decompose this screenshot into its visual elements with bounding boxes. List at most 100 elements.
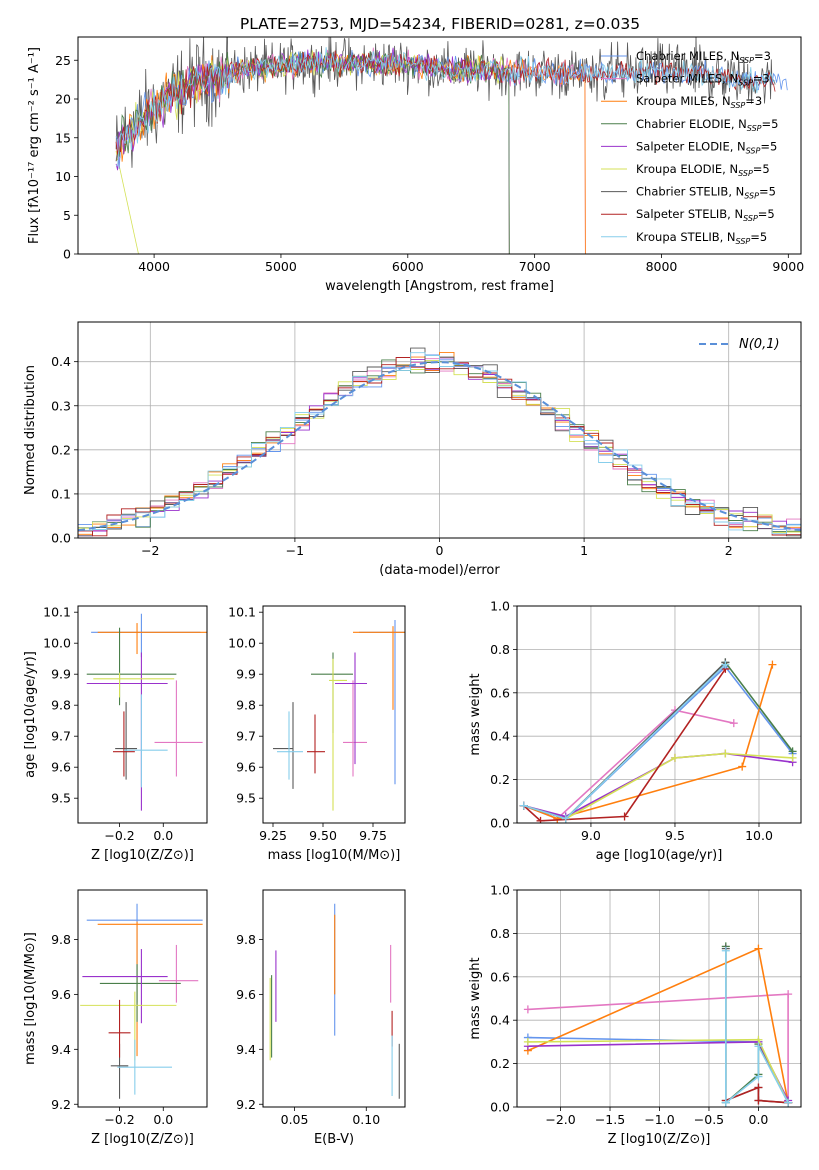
x-tick-label: 1 — [580, 543, 588, 558]
y-tick-label: 9.8 — [51, 698, 71, 713]
x-tick-label: 9.75 — [359, 828, 387, 843]
x-axis-label: E(B-V) — [314, 1132, 354, 1147]
legend-label-tail: =5 — [759, 185, 776, 199]
panel-age_vs_Z: −0.2 0.0 9.5 9.6 9.7 9.8 9.9 10.0 10.1 Z [log10(Z… — [23, 605, 208, 863]
legend-subscript: SSP — [743, 214, 758, 223]
y-tick-label: 0.0 — [51, 531, 71, 546]
plot-area-age_vs_Z — [86, 613, 207, 811]
legend-label-tail: =3 — [753, 72, 770, 86]
axes-frame — [516, 605, 802, 824]
legend-subscript: SSP — [746, 146, 761, 155]
legend-label-text: Kroupa STELIB, N — [636, 230, 736, 244]
y-tick-label: 9.6 — [51, 987, 71, 1002]
legend-label: Chabrier STELIB, NSSP=5 — [636, 185, 776, 201]
panel-weight_vs_Z: −2.0 −1.5 −1.0 −0.5 0.0 0.0 0.2 0.4 0.6 0.8 1.0 Z [… — [468, 883, 802, 1147]
y-tick-label: 0.2 — [490, 1056, 510, 1071]
legend-subscript: SSP — [731, 101, 746, 110]
weight-marker-5 — [721, 749, 730, 758]
plot-area-spectrum — [115, 37, 788, 254]
x-tick-label: −0.2 — [104, 1112, 134, 1127]
legend-label: Kroupa MILES, NSSP=3 — [636, 94, 762, 110]
weight-marker-2 — [768, 660, 777, 669]
legend-label: Chabrier MILES, NSSP=3 — [636, 49, 771, 65]
y-tick-label: 0.4 — [490, 1013, 510, 1028]
y-axis-label: age [log10(age/yr)] — [23, 651, 38, 778]
weight-marker-8 — [721, 1098, 730, 1107]
legend-label-text: Chabrier MILES, N — [636, 49, 739, 63]
legend-label-text: Kroupa ELODIE, N — [636, 162, 738, 176]
y-tick-label: 0.3 — [51, 398, 71, 413]
axes-frame — [77, 321, 802, 539]
y-axis-label: mass weight — [468, 957, 483, 1039]
spectrum-line-8 — [115, 47, 776, 167]
y-tick-label: 10.0 — [228, 636, 256, 651]
y-tick-label: 0.6 — [490, 685, 510, 700]
y-tick-label: 0.2 — [51, 442, 71, 457]
weight-marker-7 — [620, 812, 629, 821]
weight-marker-8 — [754, 1042, 763, 1051]
legend-subscript: SSP — [736, 237, 751, 246]
weight-marker-7 — [754, 1096, 763, 1105]
x-axis-label: age [log10(age/yr)] — [596, 848, 723, 863]
x-tick-label: 0.0 — [153, 828, 173, 843]
y-tick-label: 9.6 — [236, 760, 256, 775]
legend-label-text: Salpeter ELODIE, N — [636, 139, 746, 153]
y-tick-label: 9.4 — [51, 1042, 71, 1057]
y-tick-label: 0.8 — [490, 642, 510, 657]
y-tick-label: 0.8 — [490, 926, 510, 941]
legend-label-text: Salpeter MILES, N — [636, 72, 738, 86]
weight-line-2 — [523, 664, 774, 820]
weight-marker-5 — [523, 1037, 532, 1046]
y-tick-label: 9.8 — [236, 698, 256, 713]
legend-label-tail: =3 — [745, 94, 762, 108]
weight-marker-7 — [536, 816, 545, 823]
weight-marker-8 — [784, 1098, 793, 1107]
plot-area-mass_vs_Z — [80, 903, 203, 1099]
spectrum-line-5 — [115, 50, 510, 254]
legend-label-tail: =5 — [758, 207, 775, 221]
panel-weight_vs_age: 9.0 9.5 10.0 0.0 0.2 0.4 0.6 0.8 1.0 age [log10(a… — [468, 599, 802, 863]
x-tick-label: 7000 — [519, 259, 551, 274]
y-tick-label: 9.6 — [236, 987, 256, 1002]
y-tick-label: 9.2 — [51, 1097, 71, 1112]
weight-marker-5 — [788, 753, 797, 762]
axes-frame — [77, 889, 208, 1108]
y-tick-label: 10.0 — [43, 636, 71, 651]
y-tick-label: 0.0 — [490, 1100, 510, 1115]
legend-label-tail: =3 — [754, 49, 771, 63]
legend-subscript: SSP — [738, 169, 753, 178]
x-tick-label: −1.5 — [595, 1112, 625, 1127]
x-tick-label: 0.0 — [749, 1112, 769, 1127]
weight-marker-1 — [523, 1005, 532, 1014]
y-tick-label: 9.7 — [236, 729, 256, 744]
y-tick-label: 20 — [55, 92, 71, 107]
panel-residuals: −2 −1 0 1 2 0.0 0.1 0.2 0.3 0.4 (data-model)/error… — [23, 321, 802, 578]
x-tick-label: 9000 — [772, 259, 804, 274]
y-tick-label: 0 — [63, 247, 71, 262]
weight-marker-8 — [754, 1072, 763, 1081]
legend-subscript: SSP — [739, 56, 754, 65]
y-tick-label: 0.1 — [51, 486, 71, 501]
legend-subscript: SSP — [747, 124, 762, 133]
x-tick-label: 6000 — [392, 259, 424, 274]
legend-label: Salpeter ELODIE, NSSP=5 — [636, 139, 777, 155]
plot-area-age_vs_mass — [273, 619, 405, 811]
y-tick-label: 9.5 — [51, 791, 71, 806]
y-axis-label: Flux [fλ10⁻¹⁷ erg cm⁻² s⁻¹ A⁻¹] — [27, 47, 42, 244]
y-tick-label: 9.5 — [236, 791, 256, 806]
y-tick-label: 15 — [55, 130, 71, 145]
legend-label-tail: =5 — [762, 117, 779, 131]
legend-label: Salpeter STELIB, NSSP=5 — [636, 207, 775, 223]
x-tick-label: 0 — [436, 543, 444, 558]
x-axis-label: wavelength [Angstrom, rest frame] — [325, 279, 554, 294]
y-tick-label: 9.6 — [51, 760, 71, 775]
legend-label: Kroupa ELODIE, NSSP=5 — [636, 162, 770, 178]
x-tick-label: 0.0 — [153, 1112, 173, 1127]
x-axis-label: Z [log10(Z/Z⊙)] — [91, 848, 194, 863]
y-tick-label: 5 — [63, 208, 71, 223]
legend-label: Salpeter MILES, NSSP=3 — [636, 72, 770, 88]
y-axis-label: mass [log10(M/M⊙)] — [23, 932, 38, 1065]
x-tick-label: 10.0 — [745, 828, 773, 843]
y-tick-label: 10 — [55, 169, 71, 184]
